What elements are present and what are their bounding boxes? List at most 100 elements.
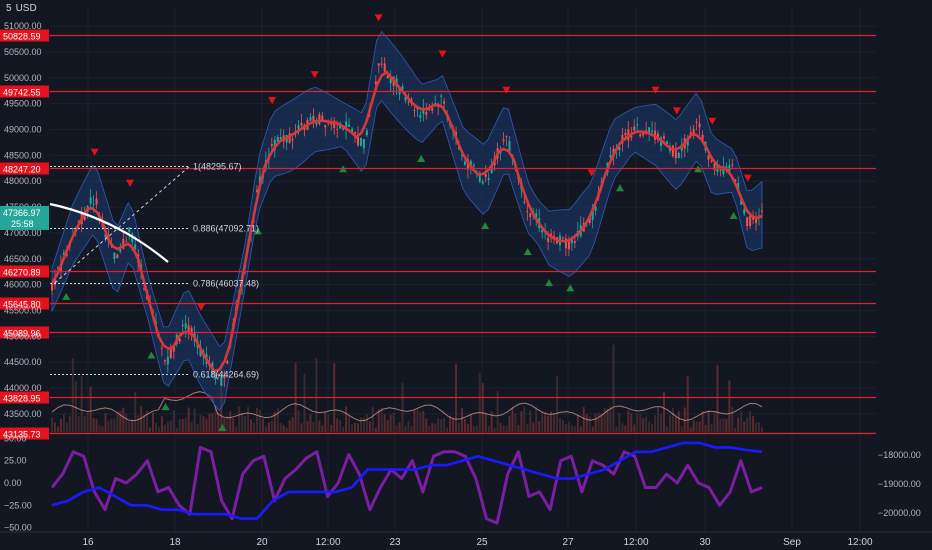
candle-body: [570, 239, 573, 244]
candle-body: [677, 152, 680, 158]
candle-body: [490, 166, 493, 174]
candle-body: [315, 122, 318, 125]
candle-body: [564, 238, 567, 249]
candle-body: [526, 211, 529, 213]
time-tick-label: 12:00: [623, 537, 648, 548]
sell-signal-icon: [651, 86, 660, 94]
level-price-label: 49742.55: [3, 88, 41, 98]
candle-body: [336, 128, 339, 130]
candle-body: [354, 132, 357, 134]
osc-tick-label: 50.00: [4, 433, 27, 443]
osc-tick-label: 25.00: [4, 456, 27, 466]
candle-body: [62, 252, 65, 256]
candle-body: [443, 101, 446, 104]
time-tick-label: 12:00: [315, 537, 340, 548]
candle-body: [356, 134, 359, 146]
candle-body: [187, 325, 190, 332]
time-tick-label: 23: [389, 537, 401, 548]
price-tick-label: 47000.00: [4, 228, 42, 238]
sell-signal-icon: [743, 174, 752, 182]
candle-body: [472, 165, 475, 167]
candle-body: [273, 140, 276, 151]
candle-body: [505, 135, 508, 137]
candle-body: [365, 130, 368, 136]
level-price-label: 45089.96: [3, 329, 41, 339]
candle-body: [276, 137, 279, 142]
candle-body: [698, 123, 701, 128]
candle-body: [594, 206, 597, 211]
candle-body: [713, 163, 716, 171]
time-tick-label: 25: [476, 537, 488, 548]
candle-body: [743, 209, 746, 214]
candle-body: [722, 166, 725, 175]
currency-label: USD: [15, 3, 37, 14]
candle-body: [502, 139, 505, 142]
sell-signal-icon: [502, 86, 511, 94]
candle-body: [701, 134, 704, 142]
time-tick-label: 27: [562, 537, 574, 548]
candle-body: [484, 174, 487, 178]
candle-body: [143, 288, 146, 290]
bollinger-bands: [51, 30, 763, 412]
buy-signal-icon: [62, 292, 71, 300]
candle-body: [184, 323, 187, 329]
osc-right-tick-label: −19000.00: [878, 479, 921, 489]
candle-body: [270, 144, 273, 147]
candle-body: [636, 124, 639, 126]
candle-body: [386, 75, 389, 79]
candle-body: [342, 128, 345, 130]
osc-right-tick-label: −18000.00: [878, 450, 921, 460]
buy-signal-icon: [417, 154, 426, 162]
time-tick-label: 16: [82, 537, 94, 548]
candle-body: [377, 63, 380, 66]
oscillator-pane: 50.00 25.00 0.00 −25.00 −50.00 −18000.00 −1900…: [4, 433, 921, 532]
candle-body: [300, 122, 303, 126]
candle-body: [413, 109, 416, 111]
candle-body: [573, 241, 576, 243]
moving-average-layer: [50, 70, 763, 373]
candle-body: [529, 213, 532, 217]
candle-body: [318, 114, 321, 125]
sell-signal-icon: [310, 71, 319, 79]
buy-signal-icon: [161, 403, 170, 411]
time-axis: 16 18 20 12:00 23 25 27 12:00 30 Sep 12:00: [82, 537, 873, 548]
buy-signal-icon: [523, 248, 532, 256]
candle-body: [642, 132, 645, 136]
moving-average-line: [50, 70, 763, 373]
candle-body: [460, 154, 463, 156]
buy-signal-icon: [253, 227, 262, 235]
osc-tick-label: −50.00: [4, 523, 32, 533]
buy-signal-icon: [147, 351, 156, 359]
level-price-label: 45645.80: [3, 300, 41, 310]
candle-body: [404, 96, 407, 101]
price-axis: 51000.00 50500.00 50000.00 49500.00 49000.00…: [0, 21, 49, 419]
current-price-label: 47366.97: [3, 208, 41, 218]
candle-body: [588, 217, 591, 223]
candle-body: [220, 376, 223, 386]
osc-right-tick-label: −20000.00: [878, 508, 921, 518]
candle-body: [630, 135, 633, 138]
candle-body: [288, 133, 291, 143]
candle-body: [591, 209, 594, 220]
candle-body: [53, 278, 56, 285]
candle-body: [362, 139, 365, 149]
candle-body: [351, 128, 354, 134]
candle-body: [214, 377, 217, 380]
candle-body: [425, 112, 428, 115]
level-price-tag: [0, 427, 49, 440]
candle-body: [731, 164, 734, 166]
candle-body: [734, 179, 737, 182]
price-tick-label: 45500.00: [4, 305, 42, 315]
candle-body: [279, 137, 282, 139]
candle-body: [312, 115, 315, 123]
candle-body: [481, 181, 484, 184]
candle-body: [422, 108, 425, 114]
candle-body: [665, 141, 668, 145]
price-tick-label: 46500.00: [4, 254, 42, 264]
candle-body: [671, 145, 674, 157]
buy-signal-icon: [729, 211, 738, 219]
candle-body: [749, 215, 752, 226]
sell-signal-icon: [438, 50, 447, 58]
candle-body: [178, 338, 181, 342]
